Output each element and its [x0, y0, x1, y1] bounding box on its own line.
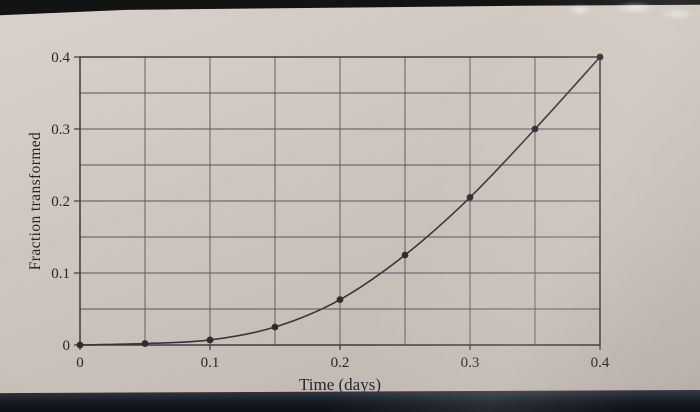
x-tick-label: 0.1: [201, 355, 220, 371]
data-curve: [79, 56, 601, 346]
data-point: [466, 194, 474, 201]
data-point: [336, 296, 344, 304]
x-tick-label: 0: [76, 355, 84, 371]
y-tick-label: 0.2: [51, 194, 70, 210]
x-tick-label: 0.4: [591, 355, 610, 371]
y-tick-label: 0: [63, 338, 71, 354]
data-point: [206, 336, 214, 344]
data-point: [401, 251, 409, 259]
data-point: [76, 341, 84, 349]
x-tick-label: 0.2: [331, 355, 350, 371]
y-axis-label: Fraction transformed: [27, 131, 44, 271]
y-tick-label: 0.3: [51, 122, 70, 138]
photo-bottom-edge: [0, 390, 700, 412]
x-axis-label: Time (days): [298, 375, 382, 394]
y-tick-label: 0.4: [51, 50, 70, 66]
x-tick-label: 0.3: [461, 355, 480, 371]
data-point: [596, 53, 604, 61]
data-point: [141, 340, 149, 347]
y-tick-label: 0.1: [51, 266, 70, 282]
data-point: [271, 323, 279, 331]
data-point: [531, 125, 539, 133]
